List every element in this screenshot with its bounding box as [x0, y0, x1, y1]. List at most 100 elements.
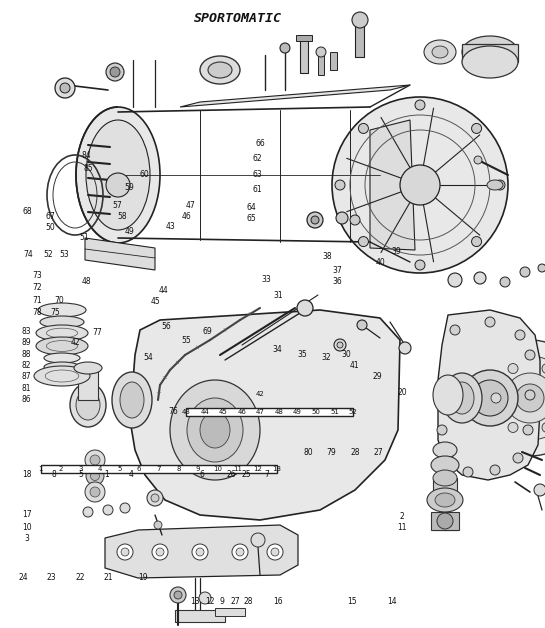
Circle shape [334, 339, 346, 351]
Text: 10: 10 [22, 523, 32, 532]
Bar [318, 55, 324, 75]
Text: 12: 12 [205, 597, 215, 606]
Text: 52: 52 [349, 409, 358, 415]
Circle shape [106, 173, 130, 197]
Circle shape [154, 521, 162, 529]
Text: 1: 1 [39, 466, 43, 472]
Text: 51: 51 [330, 409, 339, 415]
Text: 2: 2 [400, 512, 404, 521]
Circle shape [515, 330, 525, 340]
Ellipse shape [38, 303, 86, 317]
Text: 79: 79 [326, 448, 336, 457]
Text: 46: 46 [238, 409, 246, 415]
Circle shape [352, 12, 368, 28]
Bar [175, 610, 225, 622]
Bar [462, 44, 518, 62]
Circle shape [336, 212, 348, 224]
Text: 28: 28 [350, 448, 360, 457]
Circle shape [332, 97, 508, 273]
Text: 51: 51 [80, 233, 89, 242]
Polygon shape [438, 310, 540, 480]
Circle shape [463, 467, 473, 477]
Text: 48: 48 [275, 409, 283, 415]
Circle shape [90, 455, 100, 465]
Text: 54: 54 [143, 354, 153, 362]
Text: 5: 5 [78, 470, 83, 479]
Ellipse shape [462, 46, 518, 78]
Ellipse shape [431, 456, 459, 474]
Text: 13: 13 [190, 597, 200, 606]
Text: 74: 74 [23, 251, 33, 259]
Ellipse shape [450, 382, 474, 414]
Circle shape [86, 467, 104, 485]
Text: 58: 58 [118, 212, 128, 221]
Ellipse shape [427, 488, 463, 512]
Text: 16: 16 [273, 597, 283, 606]
Circle shape [83, 507, 93, 517]
Text: 68: 68 [22, 207, 32, 215]
Text: 85: 85 [83, 164, 93, 173]
Circle shape [267, 544, 283, 560]
Circle shape [85, 450, 105, 470]
Text: 6: 6 [137, 466, 142, 472]
Text: 59: 59 [125, 183, 135, 192]
Text: 36: 36 [332, 277, 342, 286]
Text: 72: 72 [32, 283, 42, 292]
Text: 9: 9 [196, 466, 201, 472]
Ellipse shape [40, 316, 84, 328]
Text: 78: 78 [32, 308, 42, 317]
Text: 4: 4 [98, 466, 102, 472]
Text: 50: 50 [45, 223, 55, 232]
Text: 24: 24 [18, 573, 28, 582]
Circle shape [174, 591, 182, 599]
Ellipse shape [462, 36, 518, 68]
Text: 13: 13 [272, 466, 281, 472]
Circle shape [280, 43, 290, 53]
Ellipse shape [74, 362, 102, 374]
Circle shape [106, 63, 124, 81]
Ellipse shape [70, 383, 106, 427]
Text: 43: 43 [182, 409, 191, 415]
Circle shape [60, 83, 70, 93]
Text: 8: 8 [176, 466, 181, 472]
Circle shape [271, 548, 279, 556]
Text: 32: 32 [321, 354, 331, 362]
Ellipse shape [487, 180, 503, 190]
Ellipse shape [44, 362, 80, 372]
Circle shape [437, 425, 447, 435]
Text: 12: 12 [253, 466, 262, 472]
Circle shape [474, 272, 486, 284]
Bar [355, 22, 364, 57]
Text: 60: 60 [140, 170, 149, 179]
Text: 75: 75 [51, 308, 60, 317]
Ellipse shape [44, 353, 80, 363]
Circle shape [474, 156, 482, 164]
Text: 53: 53 [59, 251, 69, 259]
Text: 8: 8 [51, 470, 56, 479]
Circle shape [359, 237, 368, 247]
Circle shape [450, 325, 460, 335]
Text: 34: 34 [272, 345, 282, 354]
Text: 56: 56 [161, 322, 171, 331]
Circle shape [520, 267, 530, 277]
Text: 15: 15 [347, 597, 356, 606]
Text: 80: 80 [303, 448, 313, 457]
Circle shape [400, 165, 440, 205]
Text: 57: 57 [112, 202, 122, 210]
Text: 25: 25 [241, 470, 251, 479]
Circle shape [55, 78, 75, 98]
Circle shape [110, 67, 120, 77]
Circle shape [90, 472, 100, 480]
Circle shape [151, 494, 159, 502]
Circle shape [500, 277, 510, 287]
Ellipse shape [442, 373, 482, 423]
Text: 69: 69 [202, 327, 212, 336]
Text: 83: 83 [21, 327, 31, 336]
Text: 17: 17 [22, 511, 32, 519]
Circle shape [307, 212, 323, 228]
Text: 9: 9 [220, 597, 225, 606]
Circle shape [232, 544, 248, 560]
Circle shape [359, 124, 368, 133]
Text: 89: 89 [21, 338, 31, 347]
Text: 67: 67 [45, 212, 55, 221]
